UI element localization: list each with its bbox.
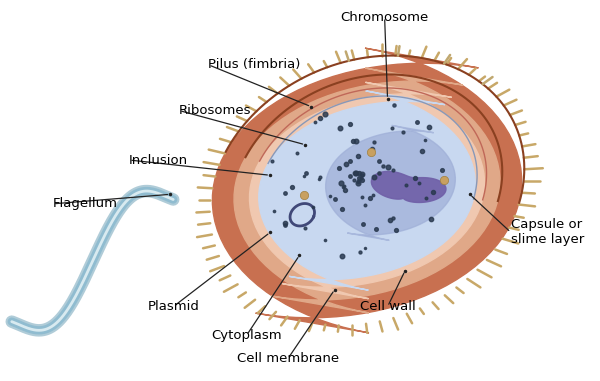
Polygon shape xyxy=(259,91,475,290)
Text: Cell wall: Cell wall xyxy=(359,300,415,313)
Text: Pilus (fimbria): Pilus (fimbria) xyxy=(208,58,301,71)
Polygon shape xyxy=(212,48,521,333)
Text: Flagellum: Flagellum xyxy=(53,197,118,210)
Polygon shape xyxy=(234,68,500,313)
Text: Capsule or
slime layer: Capsule or slime layer xyxy=(511,218,584,247)
Text: Cell membrane: Cell membrane xyxy=(236,352,339,365)
Text: Inclusion: Inclusion xyxy=(129,154,188,166)
Text: Cytoplasm: Cytoplasm xyxy=(211,329,282,342)
Polygon shape xyxy=(250,82,484,299)
Polygon shape xyxy=(326,125,455,240)
Text: Plasmid: Plasmid xyxy=(147,300,199,313)
Text: Ribosomes: Ribosomes xyxy=(179,104,251,117)
Polygon shape xyxy=(371,171,446,202)
Text: Chromosome: Chromosome xyxy=(340,11,429,24)
